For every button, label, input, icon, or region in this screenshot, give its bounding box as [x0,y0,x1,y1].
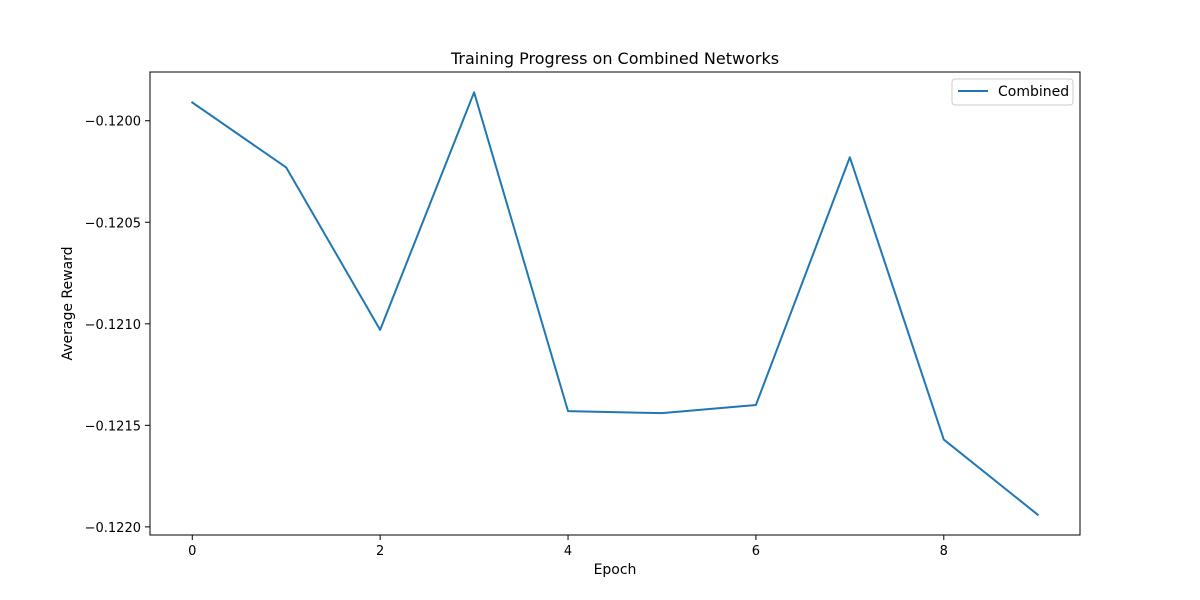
legend-frame [951,78,1074,106]
axis-ticks: 0 2 4 6 8 −0.1200 −0.1205 −0.1210 −0.1215 −0.1220 [85,115,948,559]
y-tick-label: −0.1220 [85,521,141,536]
series-line-combined [190,91,1040,517]
plot-frame [149,71,1081,536]
x-tick-label: 8 [940,544,948,559]
series-layer [190,91,1040,517]
x-tick-label: 6 [752,544,760,559]
y-tick-label: −0.1205 [85,216,141,231]
x-tick-label: 2 [376,544,384,559]
y-tick-label: −0.1215 [85,419,141,434]
y-axis-label: Average Reward [60,246,76,360]
x-tick-label: 0 [188,544,196,559]
y-tick-label: −0.1200 [85,115,141,130]
legend: Combined [951,78,1074,106]
legend-label-combined: Combined [998,84,1069,100]
x-tick-label: 4 [564,544,572,559]
y-tick-label: −0.1210 [85,318,141,333]
chart-title: Training Progress on Combined Networks [450,49,779,68]
x-axis-label: Epoch [594,562,637,578]
